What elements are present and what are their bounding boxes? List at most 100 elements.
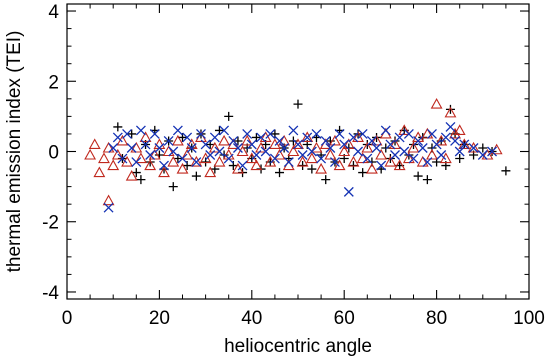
triangle-point	[296, 155, 309, 167]
plus-point	[191, 171, 201, 181]
triangle-point	[458, 138, 471, 150]
triangle-point	[134, 152, 147, 164]
triangle-point	[190, 155, 203, 167]
series-x	[103, 121, 497, 213]
triangle-point	[218, 134, 231, 146]
triangle-point	[250, 159, 263, 171]
x-point	[126, 143, 137, 153]
x-point	[265, 128, 276, 139]
x-point	[145, 150, 156, 160]
x-point	[390, 150, 400, 160]
plus-point	[381, 143, 391, 153]
triangle-point	[176, 162, 189, 174]
triangle-point	[407, 141, 420, 153]
plus-point	[275, 168, 285, 178]
x-point	[283, 157, 294, 167]
triangle-point	[125, 169, 138, 181]
x-point	[353, 146, 364, 157]
x-axis-label: heliocentric angle	[224, 336, 372, 357]
x-tick-label: 0	[62, 308, 73, 329]
triangle-point	[375, 148, 388, 160]
triangle-point	[208, 141, 221, 153]
plus-point	[501, 166, 511, 176]
triangle-point	[430, 97, 443, 109]
x-point	[477, 150, 488, 160]
x-point	[237, 160, 248, 171]
x-point	[366, 136, 377, 146]
triangle-point	[84, 148, 97, 160]
plus-point	[224, 111, 234, 121]
x-point	[117, 153, 128, 164]
x-point	[450, 136, 461, 146]
x-tick-label: 60	[334, 308, 355, 329]
plus-point	[445, 104, 455, 114]
plus-point	[413, 171, 423, 181]
x-point	[413, 136, 424, 146]
x-point	[112, 132, 123, 143]
y-tick-label: -2	[42, 213, 59, 234]
x-point	[431, 139, 442, 150]
triangle-point	[204, 166, 217, 178]
x-point	[200, 139, 211, 150]
triangle-point	[393, 159, 406, 171]
triangle-point	[449, 127, 462, 139]
x-point	[320, 136, 331, 146]
x-point	[242, 128, 253, 139]
x-point	[357, 128, 368, 139]
x-point	[232, 143, 243, 153]
y-tick-label: 2	[48, 72, 59, 93]
triangle-point	[111, 148, 124, 160]
triangle-point	[329, 134, 341, 146]
x-point	[288, 125, 299, 136]
x-point	[260, 146, 271, 157]
triangle-point	[444, 106, 457, 118]
x-point	[343, 186, 354, 197]
x-point	[205, 150, 216, 160]
x-point	[348, 132, 359, 143]
triangle-point	[324, 148, 337, 160]
x-point	[196, 128, 206, 139]
x-point	[293, 139, 303, 150]
x-point	[154, 143, 165, 153]
plus-point	[358, 168, 368, 178]
x-point	[297, 150, 308, 160]
triangle-point	[305, 152, 318, 164]
plus-point	[455, 154, 465, 164]
triangle-point	[107, 159, 120, 171]
triangle-point	[453, 124, 466, 135]
x-point	[468, 143, 479, 153]
triangle-point	[384, 155, 397, 167]
triangle-point	[292, 138, 304, 150]
triangle-point	[241, 134, 254, 146]
axes: 0 20 40 60 80 100 -4 -2 0 2 4	[42, 2, 545, 329]
x-point	[311, 128, 322, 139]
x-point	[487, 146, 497, 157]
x-point	[223, 153, 234, 164]
plus-point	[127, 129, 137, 139]
y-tick-label: 0	[48, 143, 59, 164]
triangle-point	[158, 166, 170, 178]
x-point	[209, 132, 220, 143]
plus-point	[372, 132, 382, 142]
plus-point	[293, 99, 303, 109]
plus-point	[131, 168, 141, 178]
x-point	[108, 143, 119, 153]
x-point	[334, 128, 345, 139]
plus-point	[136, 175, 146, 185]
triangle-point	[255, 141, 267, 153]
x-point	[306, 146, 317, 157]
plus-point	[478, 143, 488, 153]
x-point	[219, 125, 230, 136]
plus-point	[168, 182, 178, 192]
triangle-point	[116, 134, 129, 146]
x-point	[135, 125, 146, 136]
triangle-point	[273, 148, 286, 160]
x-point	[274, 136, 285, 146]
triangle-point	[310, 141, 323, 153]
plot-marks	[84, 97, 511, 213]
triangle-point	[171, 134, 184, 146]
x-point	[330, 157, 340, 167]
x-point	[394, 132, 405, 143]
triangle-point	[426, 148, 438, 160]
